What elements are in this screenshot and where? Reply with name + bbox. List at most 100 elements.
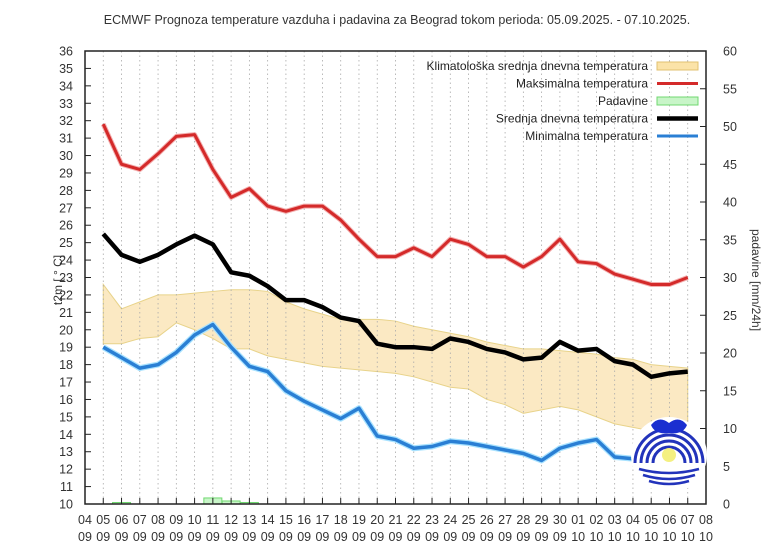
y-axis: 10 11 12 13 14 15 16 17 18 19 20 21 22 23 24 25 26 27 28 29…: [59, 45, 91, 512]
y-tick-label: 34: [59, 79, 73, 93]
y2-tick-label: 60: [723, 45, 737, 59]
x-tick-label-day: 12: [224, 513, 238, 527]
rhmz-logo: [631, 417, 707, 493]
x-tick-label-day: 04: [626, 513, 640, 527]
x-tick-label-day: 18: [334, 513, 348, 527]
y-tick-label: 30: [59, 149, 73, 163]
x-tick-label-day: 05: [644, 513, 658, 527]
y2-tick-label: 55: [723, 82, 737, 96]
x-tick-label-month: 09: [370, 530, 384, 541]
x-tick-label-month: 09: [352, 530, 366, 541]
x-tick-label-day: 01: [571, 513, 585, 527]
x-tick-label-month: 09: [188, 530, 202, 541]
y2-tick-label: 50: [723, 120, 737, 134]
x-tick-label-month: 10: [589, 530, 603, 541]
x-tick-label-day: 25: [462, 513, 476, 527]
x-tick-label-month: 09: [462, 530, 476, 541]
x-tick-label-month: 09: [297, 530, 311, 541]
y-tick-label: 21: [59, 306, 73, 320]
y2-tick-label: 35: [723, 233, 737, 247]
y-tick-label: 18: [59, 358, 73, 372]
x-tick-label-month: 09: [334, 530, 348, 541]
logo-cloud: [651, 419, 687, 434]
x-tick-label-month: 09: [407, 530, 421, 541]
x-tick-label-day: 22: [407, 513, 421, 527]
x-tick-label-month: 10: [681, 530, 695, 541]
x-tick-label-month: 09: [443, 530, 457, 541]
x-tick-label-month: 09: [169, 530, 183, 541]
x-tick-label-month: 09: [498, 530, 512, 541]
x-tick-label-day: 30: [553, 513, 567, 527]
climatology-band-layer: [102, 282, 689, 439]
mean-temp-line: [101, 232, 688, 380]
x-tick-label-month: 09: [279, 530, 293, 541]
legend: Klimatološka srednja dnevna temperatura M…: [427, 59, 699, 143]
x-tick-label-month: 10: [571, 530, 585, 541]
x-tick-label-day: 06: [115, 513, 129, 527]
x-tick-label-month: 09: [535, 530, 549, 541]
x-tick-label-day: 03: [608, 513, 622, 527]
y-tick-label: 16: [59, 393, 73, 407]
y-tick-label: 31: [59, 132, 73, 146]
y-tick-label: 10: [59, 498, 73, 512]
y-tick-label: 19: [59, 341, 73, 355]
y-tick-label: 13: [59, 445, 73, 459]
x-tick-label-day: 28: [516, 513, 530, 527]
x-tick-label-day: 21: [389, 513, 403, 527]
x-tick-label-day: 11: [206, 513, 219, 527]
y-tick-label: 22: [59, 288, 73, 302]
x-tick-label-day: 19: [352, 513, 366, 527]
logo-waves: [638, 467, 700, 486]
x-tick-label-month: 09: [133, 530, 147, 541]
y2-axis-label: padavine [mm/24h]: [749, 229, 763, 331]
x-tick-label-month: 09: [206, 530, 220, 541]
x-tick-label-month: 10: [699, 530, 713, 541]
x-tick-label-day: 27: [498, 513, 512, 527]
x-tick-label-day: 29: [535, 513, 549, 527]
y-tick-label: 27: [59, 201, 73, 215]
y2-tick-label: 5: [723, 460, 730, 474]
y-tick-label: 17: [59, 376, 73, 390]
x-tick-label-day: 24: [443, 513, 457, 527]
y-tick-label: 24: [59, 254, 73, 268]
x-tick-label-day: 06: [663, 513, 677, 527]
x-tick-label-month: 09: [315, 530, 329, 541]
legend-swatch-precip: [656, 96, 699, 106]
y-tick-label: 29: [59, 166, 73, 180]
y2-tick-label: 0: [723, 498, 730, 512]
y2-tick-label: 45: [723, 158, 737, 172]
x-tick-label-day: 09: [169, 513, 183, 527]
min-temp-line: [102, 322, 688, 473]
y-tick-label: 14: [59, 428, 73, 442]
line-layer: [100, 123, 689, 474]
climatology-band: [102, 282, 689, 439]
y-tick-label: 33: [59, 97, 73, 111]
x-tick-label-month: 09: [115, 530, 129, 541]
x-tick-label-day: 14: [261, 513, 275, 527]
x-tick-label-month: 10: [608, 530, 622, 541]
x-tick-label-day: 08: [151, 513, 165, 527]
y2-tick-label: 30: [723, 271, 737, 285]
x-tick-label-month: 09: [224, 530, 238, 541]
x-tick-label-day: 08: [699, 513, 713, 527]
x-tick-label-month: 09: [96, 530, 110, 541]
x-tick-label-day: 13: [242, 513, 256, 527]
y-tick-label: 12: [59, 463, 73, 477]
y2-tick-label: 25: [723, 309, 737, 323]
logo-arc: [651, 445, 687, 464]
y-tick-label: 23: [59, 271, 73, 285]
logo-arc: [645, 439, 693, 464]
legend-label-precip: Padavine: [598, 94, 648, 108]
x-tick-label-day: 05: [96, 513, 110, 527]
max-temp-line: [101, 123, 689, 286]
x-tick-label-day: 17: [315, 513, 329, 527]
legend-label-max: Maksimalna temperatura: [516, 77, 648, 91]
x-tick-label-day: 15: [279, 513, 293, 527]
legend-label-min: Minimalna temperatura: [525, 129, 648, 143]
x-tick-label-month: 09: [151, 530, 165, 541]
y2-tick-label: 40: [723, 196, 737, 210]
x-tick-label-month: 10: [663, 530, 677, 541]
legend-label-climatology: Klimatološka srednja dnevna temperatura: [427, 59, 649, 73]
x-tick-label-month: 09: [553, 530, 567, 541]
x-tick-label-month: 10: [644, 530, 658, 541]
